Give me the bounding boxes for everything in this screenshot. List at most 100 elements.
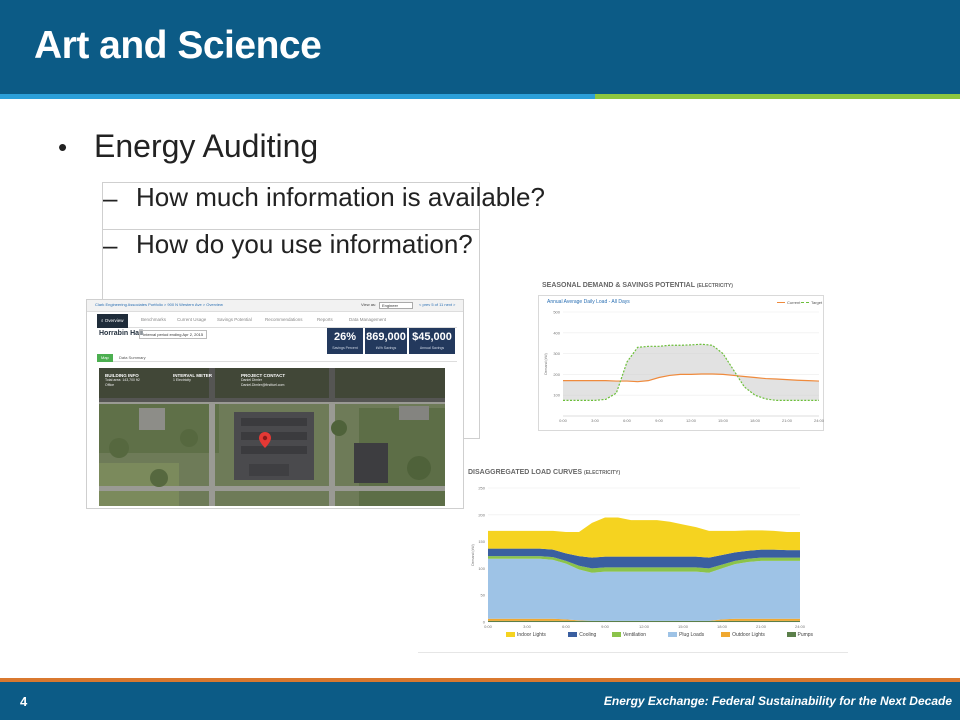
chart1-title: SEASONAL DEMAND & SAVINGS POTENTIAL (ELE… xyxy=(542,282,733,289)
x-tick-label: 24:00 xyxy=(814,418,825,423)
y-tick-label: 150 xyxy=(478,539,485,544)
y-axis-label: Demand (kW) xyxy=(471,544,475,566)
x-tick-label: 6:00 xyxy=(562,624,571,629)
x-tick-label: 12:00 xyxy=(639,624,650,629)
slide-title: Art and Science xyxy=(34,24,322,67)
divider xyxy=(418,652,848,653)
legend-swatch xyxy=(506,632,515,638)
y-tick-label: 0 xyxy=(483,620,486,625)
title-bar: Art and Science xyxy=(0,0,960,94)
chart1-panel: 100 200 300 400 500 0:00 3:00 6:00 9:00 12:00 15:0… xyxy=(538,295,825,431)
legend-label: Indoor Lights xyxy=(517,632,546,638)
savings-gap-area xyxy=(563,344,819,401)
breadcrumb[interactable]: Clark Engineering Associates Portfolio >… xyxy=(95,302,223,307)
area-pumps xyxy=(488,620,800,622)
dashboard-topbar: Clark Engineering Associates Portfolio >… xyxy=(87,300,463,312)
series-current-line xyxy=(563,373,820,383)
bullet-sub-text: How do you use information? xyxy=(136,229,473,259)
tab-overview[interactable]: ⌕ Overview xyxy=(97,314,128,328)
chart1-plot: 100 200 300 400 500 0:00 3:00 6:00 9:00 12:00 15:0… xyxy=(544,310,825,424)
tab-recommendations[interactable]: Recommendations xyxy=(265,317,303,322)
tab-data-summary[interactable]: Data Summary xyxy=(119,355,146,360)
y-axis-label: Demand (kW) xyxy=(544,353,548,375)
y-tick-label: 500 xyxy=(553,310,560,315)
legend-label: Cooling xyxy=(579,632,597,638)
page-number: 4 xyxy=(20,694,28,709)
y-tick-label: 300 xyxy=(553,351,560,356)
bullet-dot-icon: • xyxy=(58,132,68,162)
building-name: Horrabin Hall xyxy=(99,330,143,337)
legend-swatch xyxy=(721,632,731,638)
y-tick-label: 400 xyxy=(553,330,560,335)
chart2-plot: 0 50 100 150 200 250 0:00 3:00 6:00 9:00 12:00 15:0… xyxy=(471,486,806,630)
area-ventilation xyxy=(488,556,800,573)
bullet-main-text: Energy Auditing xyxy=(94,128,319,164)
series-target-line xyxy=(563,343,819,402)
legend-indoor-lights[interactable]: Indoor Lights xyxy=(506,632,546,638)
footer-bar: 4 Energy Exchange: Federal Sustainabilit… xyxy=(0,682,960,720)
dashboard-nav: ⌕ Overview Benchmarks Current Usage Savi… xyxy=(97,314,457,328)
aerial-map[interactable]: BUILDING INFO Total area: 143,700 ft2 Of… xyxy=(99,368,445,506)
bullet-sub-text: How much information is available? xyxy=(136,182,545,212)
y-tick-label: 100 xyxy=(553,393,560,398)
x-tick-label: 3:00 xyxy=(523,624,532,629)
legend-pumps[interactable]: Pumps xyxy=(786,632,814,638)
chart1-subtitle[interactable]: Annual Average Daily Load - All Days xyxy=(547,299,630,305)
legend-swatch xyxy=(786,632,796,638)
footer-accent xyxy=(0,678,960,682)
y-tick-label: 250 xyxy=(478,486,485,491)
footer-text: Energy Exchange: Federal Sustainability … xyxy=(603,694,952,708)
legend-cooling[interactable]: Cooling xyxy=(568,632,596,638)
tab-savings-potential[interactable]: Savings Potential xyxy=(217,317,252,322)
x-tick-label: 21:00 xyxy=(756,624,767,629)
area-indoor-lights xyxy=(488,517,800,558)
tab-map[interactable]: Map xyxy=(97,354,113,362)
legend-ventilation[interactable]: Ventilation xyxy=(612,632,646,638)
legend-outdoor-lights[interactable]: Outdoor Lights xyxy=(721,632,765,638)
tab-data-management[interactable]: Data Management xyxy=(349,317,387,322)
x-tick-label: 18:00 xyxy=(717,624,728,629)
tab-current-usage[interactable]: Current Usage xyxy=(177,317,207,322)
tab-reports[interactable]: Reports xyxy=(317,317,333,322)
legend-plug-loads[interactable]: Plug Loads xyxy=(668,632,704,638)
legend-target[interactable]: Target xyxy=(801,300,822,305)
dashboard-tabs: Map Data Summary xyxy=(97,354,457,362)
tab-benchmarks[interactable]: Benchmarks xyxy=(141,317,167,322)
interval-meter-info: INTERVAL METER 1 Electricity xyxy=(173,373,213,382)
search-icon: ⌕ xyxy=(101,318,105,323)
map-pin-icon[interactable] xyxy=(259,432,271,448)
chart2-title: DISAGGREGATED LOAD CURVES (ELECTRICITY) xyxy=(468,469,621,476)
y-tick-label: 200 xyxy=(553,372,560,377)
legend-swatch xyxy=(668,632,678,638)
x-tick-label: 21:00 xyxy=(782,418,793,423)
building-info-overlay: BUILDING INFO Total area: 143,700 ft2 Of… xyxy=(99,368,445,402)
legend-label: Pumps xyxy=(797,632,814,638)
x-tick-label: 18:00 xyxy=(750,418,761,423)
period-select[interactable]: Interval period ending Apr 2, 2015 xyxy=(139,330,208,339)
pager[interactable]: < prev 5 of 11 next > xyxy=(419,302,456,307)
x-tick-label: 9:00 xyxy=(601,624,610,629)
accent-bar-blue xyxy=(0,94,595,99)
kpi-kwh-savings: 869,000 kWh Savings xyxy=(365,328,407,354)
building-info: BUILDING INFO Total area: 143,700 ft2 Of… xyxy=(105,373,140,387)
x-tick-label: 15:00 xyxy=(678,624,689,629)
accent-bar-green xyxy=(595,94,960,99)
legend-swatch xyxy=(568,632,578,638)
kpi-savings-percent: 26% Savings Percent xyxy=(327,328,363,354)
legend-current[interactable]: Current xyxy=(777,300,800,305)
area-cooling xyxy=(488,548,800,569)
x-tick-label: 12:00 xyxy=(686,418,697,423)
y-tick-label: 100 xyxy=(478,566,485,571)
legend-label: Outdoor Lights xyxy=(732,632,765,638)
legend-swatch xyxy=(612,632,621,638)
area-outdoor-lights xyxy=(488,618,800,621)
y-tick-label: 50 xyxy=(481,593,486,598)
legend-label: Ventilation xyxy=(623,632,647,638)
x-tick-label: 0:00 xyxy=(484,624,493,629)
x-tick-label: 9:00 xyxy=(655,418,664,423)
view-as-select[interactable]: Engineer xyxy=(379,302,413,309)
view-as-label: View as: xyxy=(361,302,377,307)
x-tick-label: 6:00 xyxy=(623,418,632,423)
area-plug-loads xyxy=(488,558,800,621)
x-tick-label: 24:00 xyxy=(795,624,806,629)
